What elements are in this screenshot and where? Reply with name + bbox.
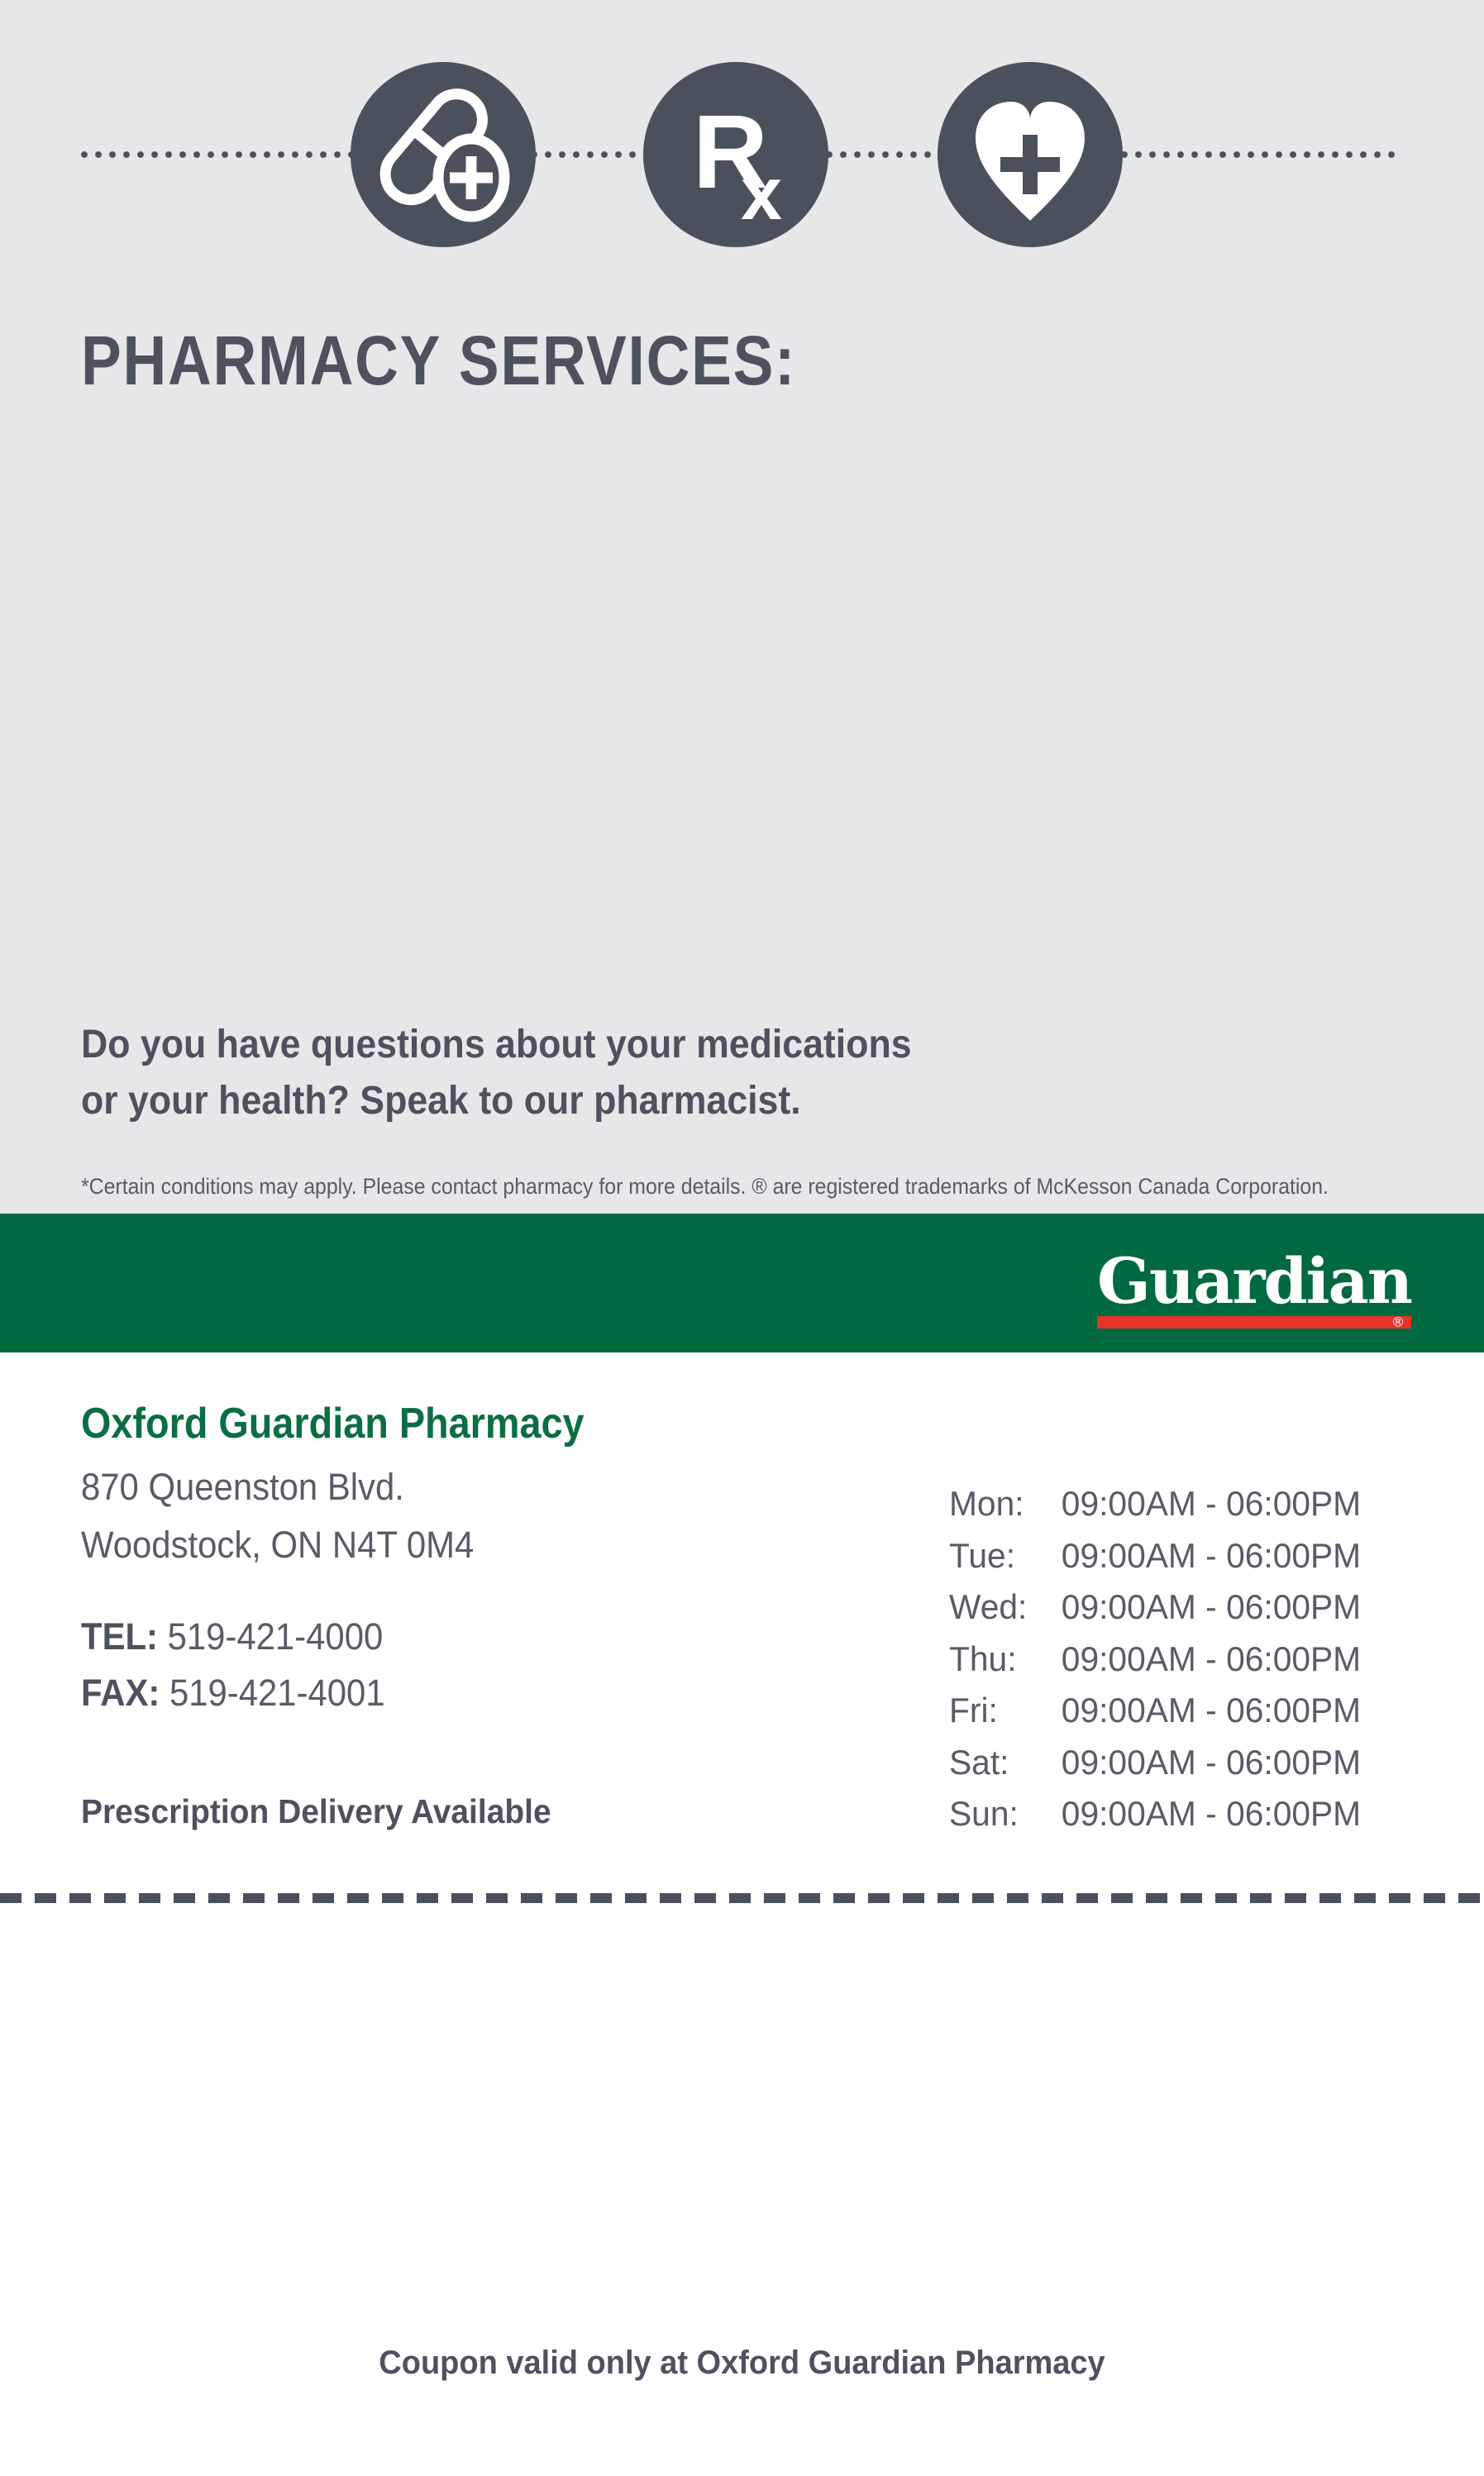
question-line-1: Do you have questions about your medicat… xyxy=(81,1023,912,1066)
hours-day: Wed: xyxy=(949,1587,1028,1626)
brand-banner: Guardian ® xyxy=(0,1214,1484,1352)
tel-row: TEL: 519-421-4000 xyxy=(81,1609,385,1665)
heart-plus-icon xyxy=(938,62,1123,247)
pharmacy-name: Oxford Guardian Pharmacy xyxy=(81,1400,585,1448)
hours-time: 09:00AM - 06:00PM xyxy=(1061,1587,1362,1626)
fax-row: FAX: 519-421-4001 xyxy=(81,1665,385,1721)
page-title: PHARMACY SERVICES: xyxy=(81,322,797,399)
hours-time: 09:00AM - 06:00PM xyxy=(1061,1794,1362,1833)
hours-row: Thu: 09:00AM - 06:00PM xyxy=(949,1634,1361,1686)
hours-day: Tue: xyxy=(949,1535,1016,1575)
hours-day: Sun: xyxy=(949,1794,1019,1833)
hours-row: Sun: 09:00AM - 06:00PM xyxy=(949,1788,1361,1840)
disclaimer-text: *Certain conditions may apply. Please co… xyxy=(81,1174,1329,1199)
hours-row: Mon: 09:00AM - 06:00PM xyxy=(949,1478,1361,1530)
guardian-logo-text: Guardian xyxy=(1097,1244,1413,1318)
address-line-2: Woodstock, ON N4T 0M4 xyxy=(81,1524,475,1566)
hours-time: 09:00AM - 06:00PM xyxy=(1061,1639,1362,1678)
fax-number: 519-421-4001 xyxy=(169,1672,385,1714)
coupon-footer: Coupon valid only at Oxford Guardian Pha… xyxy=(379,2345,1105,2381)
hours-row: Wed: 09:00AM - 06:00PM xyxy=(949,1581,1361,1634)
pharmacy-address: 870 Queenston Blvd. Woodstock, ON N4T 0M… xyxy=(81,1458,474,1574)
hours-row: Tue: 09:00AM - 06:00PM xyxy=(949,1530,1361,1582)
pills-icon xyxy=(351,62,536,247)
tel-label: TEL: xyxy=(81,1615,158,1658)
registered-trademark-icon: ® xyxy=(1391,1314,1405,1330)
question-line-2: or your health? Speak to our pharmacist. xyxy=(81,1079,801,1123)
hours-row: Fri: 09:00AM - 06:00PM xyxy=(949,1685,1361,1737)
question-text: Do you have questions about your medicat… xyxy=(81,1017,912,1129)
pharmacy-services-section: R x PHARMACY SERVICES: Do you have quest… xyxy=(0,0,1484,1214)
tel-number: 519-421-4000 xyxy=(167,1615,384,1658)
hours-day: Thu: xyxy=(949,1639,1017,1678)
hours-time: 09:00AM - 06:00PM xyxy=(1061,1484,1362,1523)
pharmacy-contact: TEL: 519-421-4000 FAX: 519-421-4001 xyxy=(81,1609,385,1721)
hours-time: 09:00AM - 06:00PM xyxy=(1061,1535,1362,1575)
hours-day: Sat: xyxy=(949,1742,1009,1782)
guardian-logo-red-bar: ® xyxy=(1097,1314,1411,1330)
rx-letter-r: R xyxy=(693,93,768,210)
rx-icon: R x xyxy=(643,62,828,247)
pharmacy-info-section: Oxford Guardian Pharmacy 870 Queenston B… xyxy=(0,1352,1484,2476)
address-line-1: 870 Queenston Blvd. xyxy=(81,1466,404,1508)
delivery-note: Prescription Delivery Available xyxy=(81,1792,551,1830)
hours-row: Sat: 09:00AM - 06:00PM xyxy=(949,1737,1361,1789)
fax-label: FAX: xyxy=(81,1672,160,1714)
hours-table: Mon: 09:00AM - 06:00PM Tue: 09:00AM - 06… xyxy=(949,1478,1361,1840)
dashed-cut-line xyxy=(0,1893,1484,1903)
rx-letter-x: x xyxy=(741,153,782,236)
guardian-logo: Guardian ® xyxy=(1097,1244,1413,1330)
hours-time: 09:00AM - 06:00PM xyxy=(1061,1742,1362,1782)
hours-day: Fri: xyxy=(949,1691,998,1729)
hours-time: 09:00AM - 06:00PM xyxy=(1061,1691,1362,1729)
hours-day: Mon: xyxy=(949,1484,1024,1523)
